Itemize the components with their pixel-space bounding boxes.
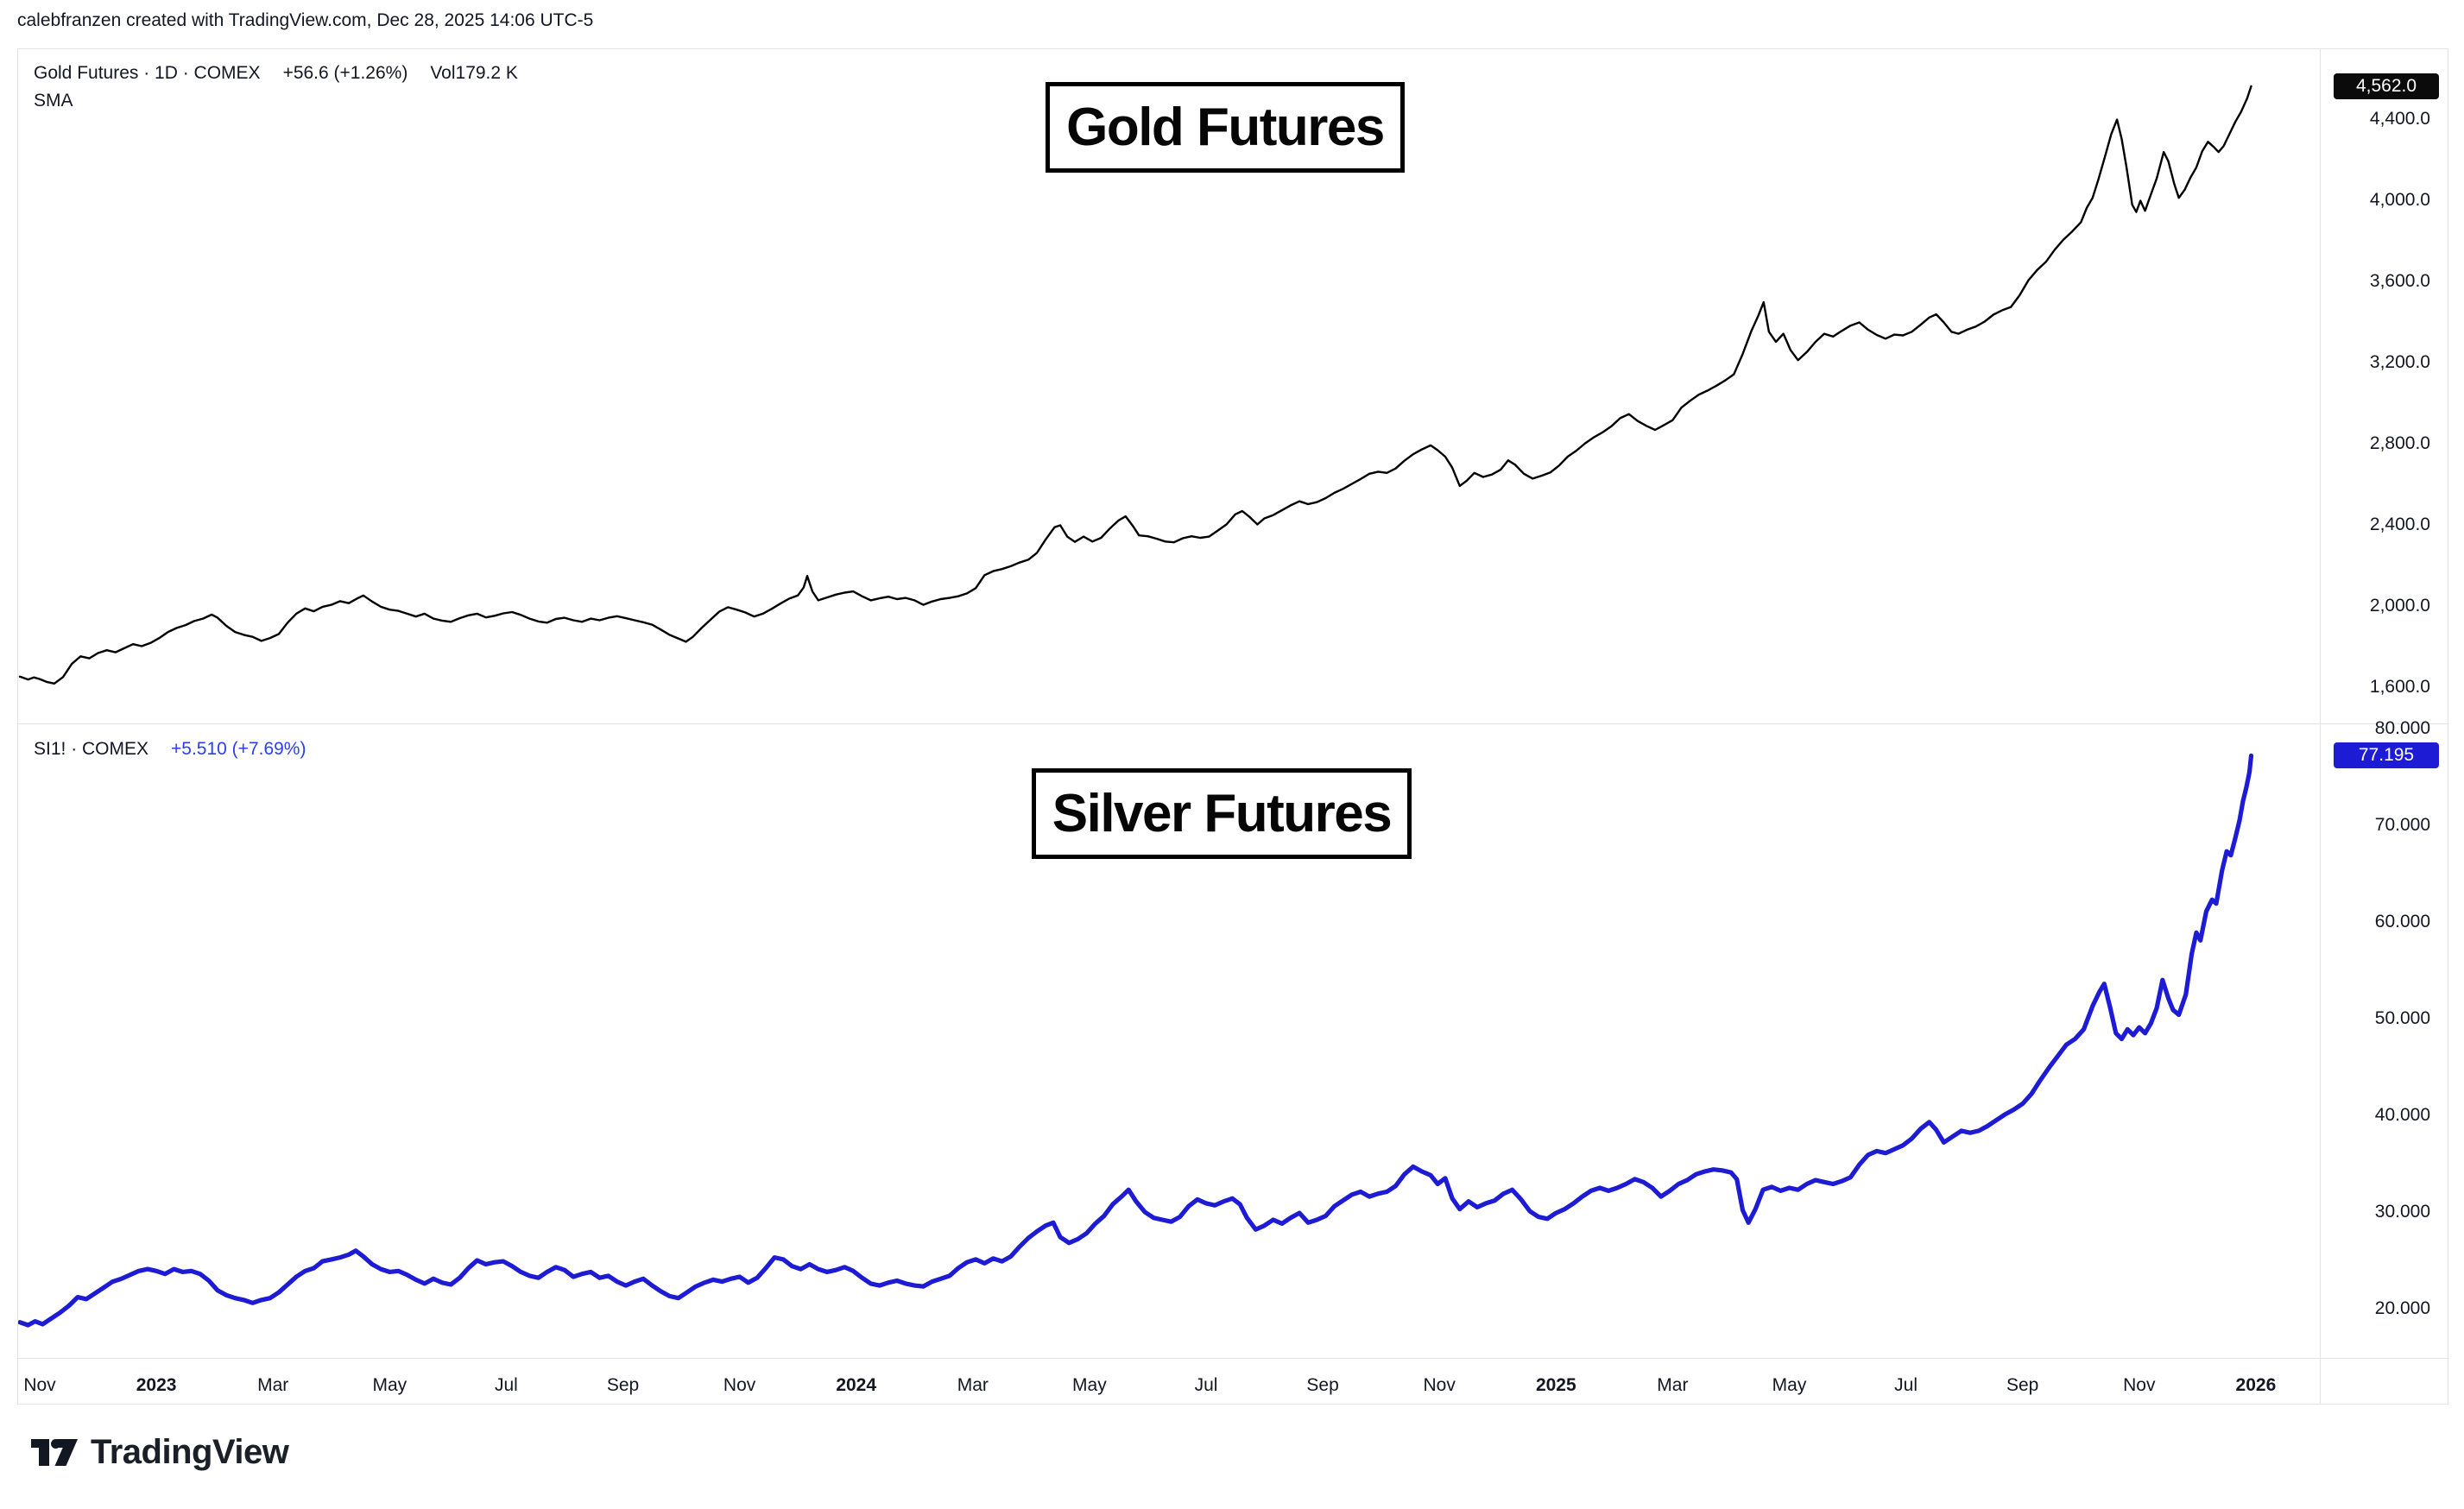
price-tick: 3,600.0 bbox=[2369, 271, 2430, 291]
silver-change-value: +5.510 (+7.69%) bbox=[171, 739, 306, 759]
gold-volume-value: Vol179.2 K bbox=[430, 63, 518, 83]
gold-title-box: Gold Futures bbox=[1046, 82, 1405, 173]
tradingview-wordmark: TradingView bbox=[91, 1433, 289, 1471]
time-tick: May bbox=[372, 1375, 408, 1395]
time-tick: Mar bbox=[1657, 1375, 1689, 1395]
silver-price-line bbox=[18, 753, 2254, 1328]
price-tick: 1,600.0 bbox=[2369, 677, 2430, 697]
price-tick: 60.000 bbox=[2374, 912, 2430, 931]
time-tick: Sep bbox=[2006, 1375, 2039, 1395]
silver-pane[interactable] bbox=[18, 724, 2320, 1358]
tradingview-logomark bbox=[31, 1438, 78, 1466]
gold-change-value: +56.6 (+1.26%) bbox=[282, 63, 408, 83]
time-tick: Jul bbox=[1894, 1375, 1918, 1395]
silver-legend[interactable]: SI1! · COMEX +5.510 (+7.69%) bbox=[34, 739, 306, 760]
price-tick: 40.000 bbox=[2374, 1105, 2430, 1125]
time-tick: 2025 bbox=[1535, 1375, 1576, 1395]
time-tick: 2023 bbox=[136, 1375, 177, 1395]
price-tick: 2,000.0 bbox=[2369, 596, 2430, 616]
price-tick: 2,400.0 bbox=[2369, 515, 2430, 534]
silver-last-price-badge: 77.195 bbox=[2334, 742, 2439, 769]
price-tick: 30.000 bbox=[2374, 1202, 2430, 1222]
time-tick: Nov bbox=[23, 1375, 56, 1395]
price-tick: 4,000.0 bbox=[2369, 190, 2430, 210]
attribution-text: calebfranzen created with TradingView.co… bbox=[17, 10, 594, 30]
gold-price-line bbox=[18, 85, 2252, 685]
time-tick: Mar bbox=[257, 1375, 289, 1395]
time-tick: Nov bbox=[1423, 1375, 1456, 1395]
time-tick: 2026 bbox=[2235, 1375, 2277, 1395]
price-scale-divider bbox=[2320, 49, 2321, 1404]
time-tick: Jul bbox=[494, 1375, 518, 1395]
time-tick: May bbox=[1072, 1375, 1107, 1395]
time-tick: Nov bbox=[723, 1375, 756, 1395]
price-tick: 80.000 bbox=[2374, 718, 2430, 738]
gold-symbol-title: Gold Futures · 1D · COMEX bbox=[34, 63, 261, 83]
price-tick: 3,200.0 bbox=[2369, 352, 2430, 372]
price-tick: 70.000 bbox=[2374, 815, 2430, 835]
time-axis-divider bbox=[18, 1358, 2448, 1359]
price-tick: 50.000 bbox=[2374, 1008, 2430, 1028]
chart-frame: Gold Futures · 1D · COMEX +56.6 (+1.26%)… bbox=[17, 48, 2448, 1405]
price-tick: 2,800.0 bbox=[2369, 433, 2430, 453]
price-scale[interactable] bbox=[2321, 49, 2448, 1358]
pane-divider[interactable] bbox=[18, 723, 2448, 724]
silver-title-box: Silver Futures bbox=[1032, 768, 1412, 859]
tradingview-logo[interactable]: TradingView bbox=[31, 1433, 289, 1472]
time-tick: May bbox=[1772, 1375, 1807, 1395]
price-tick: 20.000 bbox=[2374, 1298, 2430, 1318]
time-tick: Mar bbox=[957, 1375, 989, 1395]
gold-legend[interactable]: Gold Futures · 1D · COMEX +56.6 (+1.26%)… bbox=[34, 63, 518, 84]
sma-indicator-label[interactable]: SMA bbox=[34, 91, 73, 110]
time-tick: Jul bbox=[1194, 1375, 1218, 1395]
silver-symbol-title: SI1! · COMEX bbox=[34, 739, 149, 759]
gold-pane[interactable] bbox=[18, 49, 2320, 723]
time-tick: Nov bbox=[2123, 1375, 2156, 1395]
time-tick: Sep bbox=[1306, 1375, 1339, 1395]
time-tick: Sep bbox=[606, 1375, 640, 1395]
price-tick: 4,400.0 bbox=[2369, 109, 2430, 129]
gold-last-price-badge: 4,562.0 bbox=[2334, 73, 2439, 99]
time-tick: 2024 bbox=[836, 1375, 877, 1395]
